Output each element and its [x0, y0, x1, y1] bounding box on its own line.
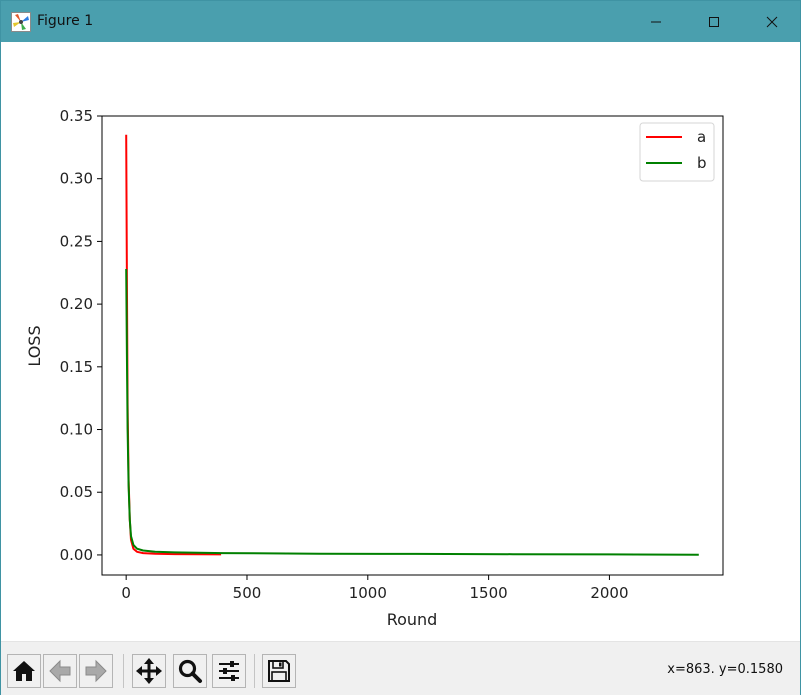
- toolbar-separator: [254, 654, 255, 688]
- home-button[interactable]: [7, 654, 41, 688]
- configure-subplots-icon: [219, 661, 239, 681]
- figure-canvas[interactable]: 0 500 1000 1500 2000 0.00 0.05 0.10 0.15 0.20 0.2…: [1, 42, 800, 641]
- cursor-coordinates: x=863. y=0.1580: [667, 662, 783, 677]
- x-tick-label: 0: [121, 584, 131, 602]
- plot-lines: [125, 134, 699, 556]
- y-tick-label: 0.25: [60, 232, 93, 250]
- series-line-a: [125, 134, 222, 556]
- window-title: Figure 1: [37, 13, 94, 29]
- y-tick-label: 0.10: [60, 421, 93, 439]
- zoom-button[interactable]: [173, 654, 207, 688]
- save-icon: [268, 660, 290, 682]
- x-tick-label: 1500: [470, 584, 508, 602]
- save-button[interactable]: [262, 654, 296, 688]
- close-icon: [766, 16, 778, 27]
- navigation-toolbar: x=863. y=0.1580: [1, 641, 800, 695]
- pan-icon: [136, 658, 162, 684]
- y-axis: 0.00 0.05 0.10 0.15 0.20 0.25 0.30 0.35: [60, 107, 102, 564]
- home-icon: [13, 661, 35, 681]
- x-axis: 0 500 1000 1500 2000: [121, 575, 629, 602]
- matplotlib-app-icon: [11, 12, 31, 32]
- x-tick-label: 500: [233, 584, 262, 602]
- close-button[interactable]: [743, 1, 801, 42]
- x-tick-label: 2000: [590, 584, 628, 602]
- loss-chart: 0 500 1000 1500 2000 0.00 0.05 0.10 0.15 0.20 0.2…: [25, 107, 724, 629]
- series-line-b: [125, 268, 699, 556]
- zoom-icon: [178, 659, 202, 683]
- legend: a b: [639, 122, 715, 182]
- legend-label-b: b: [697, 154, 707, 172]
- configure-subplots-button[interactable]: [212, 654, 246, 688]
- axes-frame: [101, 115, 724, 576]
- y-tick-label: 0.15: [60, 358, 93, 376]
- y-tick-label: 0.00: [60, 546, 93, 564]
- y-tick-label: 0.20: [60, 295, 93, 313]
- y-tick-label: 0.35: [60, 107, 93, 125]
- y-axis-label: LOSS: [25, 325, 44, 366]
- x-tick-label: 1000: [349, 584, 387, 602]
- minimize-icon: [651, 21, 661, 22]
- back-icon: [49, 659, 71, 683]
- y-tick-label: 0.05: [60, 483, 93, 501]
- x-axis-label: Round: [387, 610, 438, 629]
- pan-button[interactable]: [132, 654, 166, 688]
- forward-icon: [85, 659, 107, 683]
- minimize-button[interactable]: [627, 1, 685, 42]
- maximize-icon: [709, 16, 719, 27]
- maximize-button[interactable]: [685, 1, 743, 42]
- back-button[interactable]: [43, 654, 77, 688]
- y-tick-label: 0.30: [60, 170, 93, 188]
- title-bar[interactable]: Figure 1: [1, 1, 800, 42]
- toolbar-separator: [123, 654, 124, 688]
- legend-label-a: a: [697, 128, 706, 146]
- forward-button[interactable]: [79, 654, 113, 688]
